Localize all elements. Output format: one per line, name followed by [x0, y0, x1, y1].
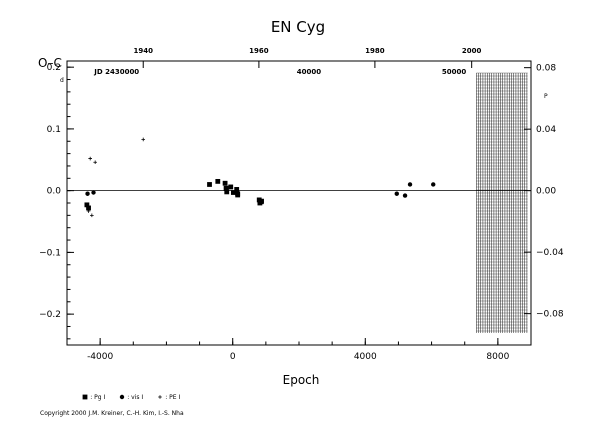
y-tick-label-right: 0.00 [536, 187, 556, 197]
data-point-pg [234, 187, 240, 192]
data-point-pg [84, 202, 90, 208]
y-tick-label-left: 0.2 [47, 63, 61, 73]
legend-label: : vis I [126, 394, 143, 401]
jd-tick-label: 50000 [442, 68, 466, 76]
x-axis-bottom: -4000 0 4000 8000 [66, 338, 532, 362]
legend: : Pg I : vis I : PE I [82, 394, 180, 401]
y-tick-label-right: −0.04 [536, 248, 564, 258]
y-tick-label-right: 0.04 [536, 125, 556, 135]
year-tick-label: 1980 [365, 47, 385, 55]
data-point-pg [259, 198, 264, 204]
year-tick-label: 2000 [462, 47, 482, 55]
data-point-pg [86, 205, 91, 211]
data-point-pe [93, 160, 97, 165]
data-point-pe [141, 137, 146, 142]
y-axis-unit-left: d [60, 77, 64, 84]
data-point-vis [394, 191, 399, 196]
x-tick-label: 0 [230, 352, 236, 362]
y-tick-label-left: −0.1 [39, 248, 61, 258]
legend-label: : PE I [164, 394, 180, 401]
data-point-vis [91, 190, 96, 195]
y-tick-label-right: 0.08 [536, 64, 556, 74]
data-point-vis [431, 182, 436, 187]
legend-label: : Pg I [89, 394, 105, 401]
y-tick-label-right: −0.08 [536, 310, 564, 320]
future-epoch-hatching [476, 72, 528, 333]
plot-frame [66, 60, 532, 346]
legend-marker [82, 394, 88, 400]
data-point-pe [88, 156, 92, 161]
data-point-pg [235, 192, 241, 198]
chart-title: EN Cyg [271, 18, 325, 36]
x-axis-label: Epoch [283, 373, 320, 387]
y-tick-label-left: 0.1 [47, 125, 61, 135]
legend-marker [119, 394, 125, 400]
data-points [84, 137, 436, 218]
y-tick-label-left: −0.2 [39, 310, 61, 320]
jd-tick-label: JD 2430000 [93, 68, 139, 76]
x-axis-top: 1940 1960 1980 2000 JD 2430000 40000 50000 [93, 47, 481, 76]
data-point-pg [222, 180, 228, 186]
legend-marker [158, 395, 162, 399]
y-tick-label-left: 0.0 [47, 187, 62, 197]
data-point-vis [85, 191, 90, 196]
data-point-pg [215, 178, 221, 184]
y-axis-left: 0.2 0.1 0.0 −0.1 −0.2 [39, 63, 74, 340]
data-point-pg [230, 190, 236, 195]
data-point-pg [207, 182, 212, 187]
data-point-vis [407, 182, 413, 187]
data-point-pg [224, 189, 230, 195]
y-axis-label: O–C [38, 56, 62, 70]
year-tick-label: 1940 [133, 47, 153, 55]
copyright-notice: Copyright 2000 J.M. Kreiner, C.-H. Kim, … [40, 410, 184, 417]
data-point-pg [223, 185, 229, 191]
jd-tick-label: 40000 [297, 68, 321, 76]
y-axis-unit-right: P [544, 93, 548, 100]
y-axis-right: 0.08 0.04 0.00 −0.04 −0.08 [524, 64, 564, 320]
data-point-vis [402, 193, 408, 198]
x-tick-label: 8000 [486, 352, 509, 362]
data-point-pe [90, 213, 94, 218]
year-tick-label: 1960 [249, 47, 269, 55]
x-tick-label: -4000 [87, 352, 113, 362]
data-point-pg [228, 184, 234, 190]
x-tick-label: 4000 [354, 352, 377, 362]
data-point-pe [86, 209, 91, 213]
